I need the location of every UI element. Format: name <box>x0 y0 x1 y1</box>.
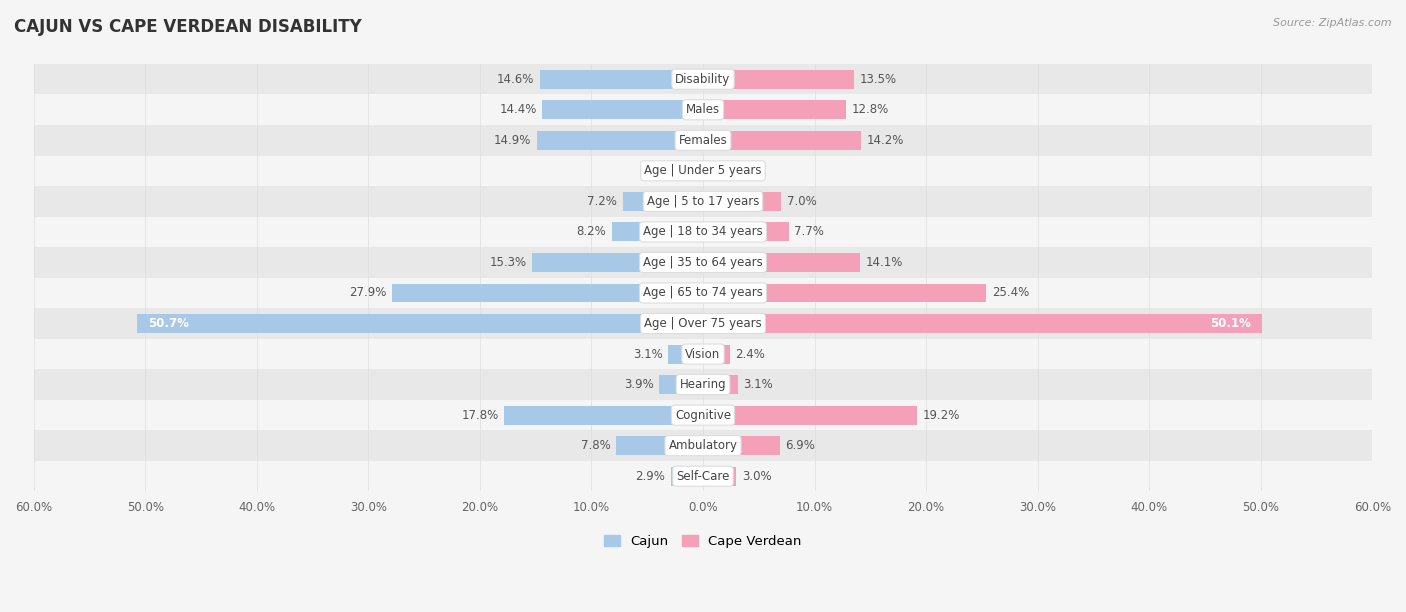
Bar <box>34 339 1372 369</box>
Text: Females: Females <box>679 134 727 147</box>
Legend: Cajun, Cape Verdean: Cajun, Cape Verdean <box>599 529 807 553</box>
Bar <box>34 461 1372 491</box>
Bar <box>505 406 703 425</box>
Text: Males: Males <box>686 103 720 116</box>
Text: 14.6%: 14.6% <box>498 73 534 86</box>
Text: Age | 35 to 64 years: Age | 35 to 64 years <box>643 256 763 269</box>
Bar <box>703 253 860 272</box>
Text: 2.9%: 2.9% <box>636 470 665 483</box>
Bar <box>138 314 703 333</box>
Text: Ambulatory: Ambulatory <box>668 439 738 452</box>
Bar <box>659 375 703 394</box>
Text: 3.1%: 3.1% <box>744 378 773 391</box>
Text: 3.1%: 3.1% <box>633 348 662 360</box>
Bar <box>703 467 737 486</box>
Bar <box>34 155 1372 186</box>
Text: 6.9%: 6.9% <box>786 439 815 452</box>
Bar <box>685 162 703 181</box>
Bar <box>34 278 1372 308</box>
Text: Age | Over 75 years: Age | Over 75 years <box>644 317 762 330</box>
Bar <box>34 369 1372 400</box>
Text: 1.7%: 1.7% <box>727 165 758 177</box>
Bar <box>703 162 721 181</box>
Bar <box>616 436 703 455</box>
Bar <box>623 192 703 211</box>
Bar <box>703 100 846 119</box>
Text: 14.4%: 14.4% <box>499 103 537 116</box>
Bar <box>533 253 703 272</box>
Bar <box>703 192 782 211</box>
Text: 3.0%: 3.0% <box>742 470 772 483</box>
Text: Disability: Disability <box>675 73 731 86</box>
Bar <box>703 283 987 302</box>
Text: Cognitive: Cognitive <box>675 409 731 422</box>
Text: 50.1%: 50.1% <box>1211 317 1251 330</box>
Bar <box>34 308 1372 339</box>
Text: Vision: Vision <box>685 348 721 360</box>
Bar <box>540 70 703 89</box>
Bar <box>34 186 1372 217</box>
Bar <box>668 345 703 364</box>
Text: Age | 5 to 17 years: Age | 5 to 17 years <box>647 195 759 208</box>
Bar <box>612 222 703 241</box>
Text: Age | 65 to 74 years: Age | 65 to 74 years <box>643 286 763 299</box>
Text: 17.8%: 17.8% <box>461 409 499 422</box>
Bar <box>703 436 780 455</box>
Bar <box>703 406 917 425</box>
Text: 14.1%: 14.1% <box>866 256 903 269</box>
Bar <box>34 64 1372 94</box>
Bar <box>543 100 703 119</box>
Text: 7.0%: 7.0% <box>787 195 817 208</box>
Text: 12.8%: 12.8% <box>852 103 889 116</box>
Bar <box>34 400 1372 430</box>
Text: 7.8%: 7.8% <box>581 439 610 452</box>
Text: Age | Under 5 years: Age | Under 5 years <box>644 165 762 177</box>
Text: 2.4%: 2.4% <box>735 348 765 360</box>
Bar <box>703 70 853 89</box>
Text: 8.2%: 8.2% <box>576 225 606 239</box>
Text: 7.7%: 7.7% <box>794 225 824 239</box>
Text: 14.9%: 14.9% <box>494 134 531 147</box>
Bar <box>34 217 1372 247</box>
Bar <box>703 314 1263 333</box>
Text: 15.3%: 15.3% <box>489 256 527 269</box>
Text: 25.4%: 25.4% <box>993 286 1029 299</box>
Text: Hearing: Hearing <box>679 378 727 391</box>
Bar <box>537 131 703 150</box>
Text: Source: ZipAtlas.com: Source: ZipAtlas.com <box>1274 18 1392 28</box>
Text: 27.9%: 27.9% <box>349 286 387 299</box>
Bar <box>703 222 789 241</box>
Bar <box>392 283 703 302</box>
Bar <box>703 345 730 364</box>
Text: Age | 18 to 34 years: Age | 18 to 34 years <box>643 225 763 239</box>
Bar <box>703 131 862 150</box>
Bar <box>703 375 738 394</box>
Text: 13.5%: 13.5% <box>859 73 897 86</box>
Bar <box>34 94 1372 125</box>
Text: 1.6%: 1.6% <box>650 165 679 177</box>
Bar <box>34 430 1372 461</box>
Text: Self-Care: Self-Care <box>676 470 730 483</box>
Text: 50.7%: 50.7% <box>149 317 190 330</box>
Text: 19.2%: 19.2% <box>922 409 960 422</box>
Text: CAJUN VS CAPE VERDEAN DISABILITY: CAJUN VS CAPE VERDEAN DISABILITY <box>14 18 361 36</box>
Bar <box>34 125 1372 155</box>
Text: 3.9%: 3.9% <box>624 378 654 391</box>
Text: 7.2%: 7.2% <box>588 195 617 208</box>
Text: 14.2%: 14.2% <box>868 134 904 147</box>
Bar <box>671 467 703 486</box>
Bar <box>34 247 1372 278</box>
